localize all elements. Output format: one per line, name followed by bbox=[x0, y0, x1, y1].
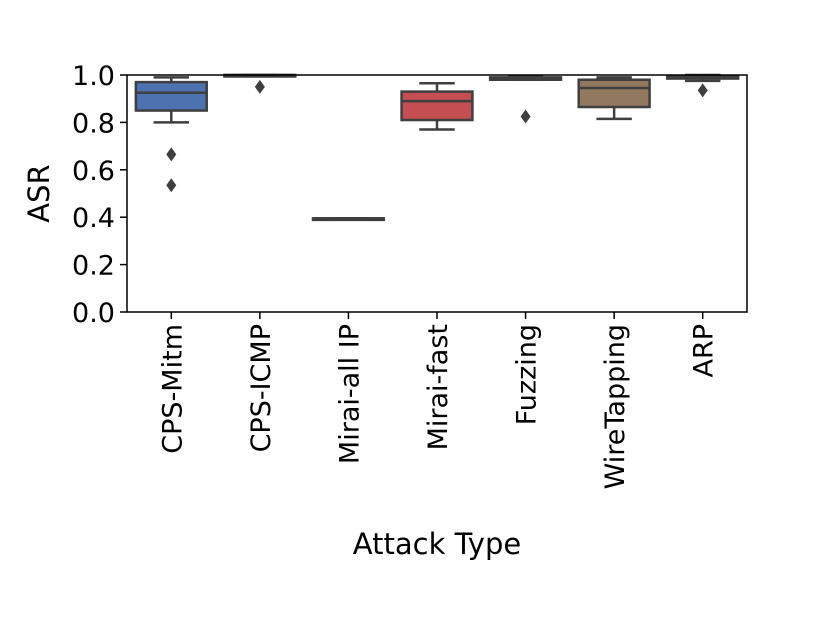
x-tick-label: Mirai-fast bbox=[423, 324, 454, 450]
x-tick-label: Mirai-all IP bbox=[334, 324, 365, 464]
box-3 bbox=[311, 217, 386, 222]
box-7 bbox=[666, 73, 740, 98]
box-5 bbox=[488, 74, 563, 124]
x-axis: CPS-Mitm CPS-ICMP Mirai-all IP Mirai-fast Fu… bbox=[157, 312, 720, 489]
y-tick-label: 1.0 bbox=[72, 61, 115, 92]
boxes-layer bbox=[134, 73, 740, 222]
y-tick-label: 0.6 bbox=[72, 156, 115, 187]
y-axis: 0.0 0.2 0.4 0.6 0.8 1.0 bbox=[72, 61, 127, 329]
box-6 bbox=[577, 76, 651, 121]
x-tick-label: Fuzzing bbox=[512, 324, 543, 425]
box-iqr bbox=[400, 90, 474, 122]
y-tick-label: 0.4 bbox=[72, 203, 115, 234]
x-tick-label: CPS-ICMP bbox=[246, 324, 277, 452]
outlier-point bbox=[166, 178, 177, 193]
outlier-point bbox=[166, 147, 177, 162]
outlier-point bbox=[254, 79, 265, 94]
box-iqr bbox=[577, 78, 651, 109]
x-tick-label: WireTapping bbox=[600, 324, 631, 489]
box-4 bbox=[400, 82, 474, 131]
y-tick-label: 0.8 bbox=[72, 108, 115, 139]
x-axis-title: Attack Type bbox=[353, 527, 521, 561]
y-tick-label: 0.0 bbox=[72, 298, 115, 329]
y-tick-label: 0.2 bbox=[72, 251, 115, 282]
box-2 bbox=[223, 73, 297, 94]
x-tick-label: ARP bbox=[689, 324, 720, 378]
box-iqr bbox=[134, 80, 208, 112]
x-tick-label: CPS-Mitm bbox=[157, 324, 188, 454]
outlier-point bbox=[697, 83, 708, 98]
outlier-point bbox=[520, 109, 531, 124]
y-axis-title: ASR bbox=[22, 164, 56, 222]
box-1 bbox=[134, 76, 208, 193]
